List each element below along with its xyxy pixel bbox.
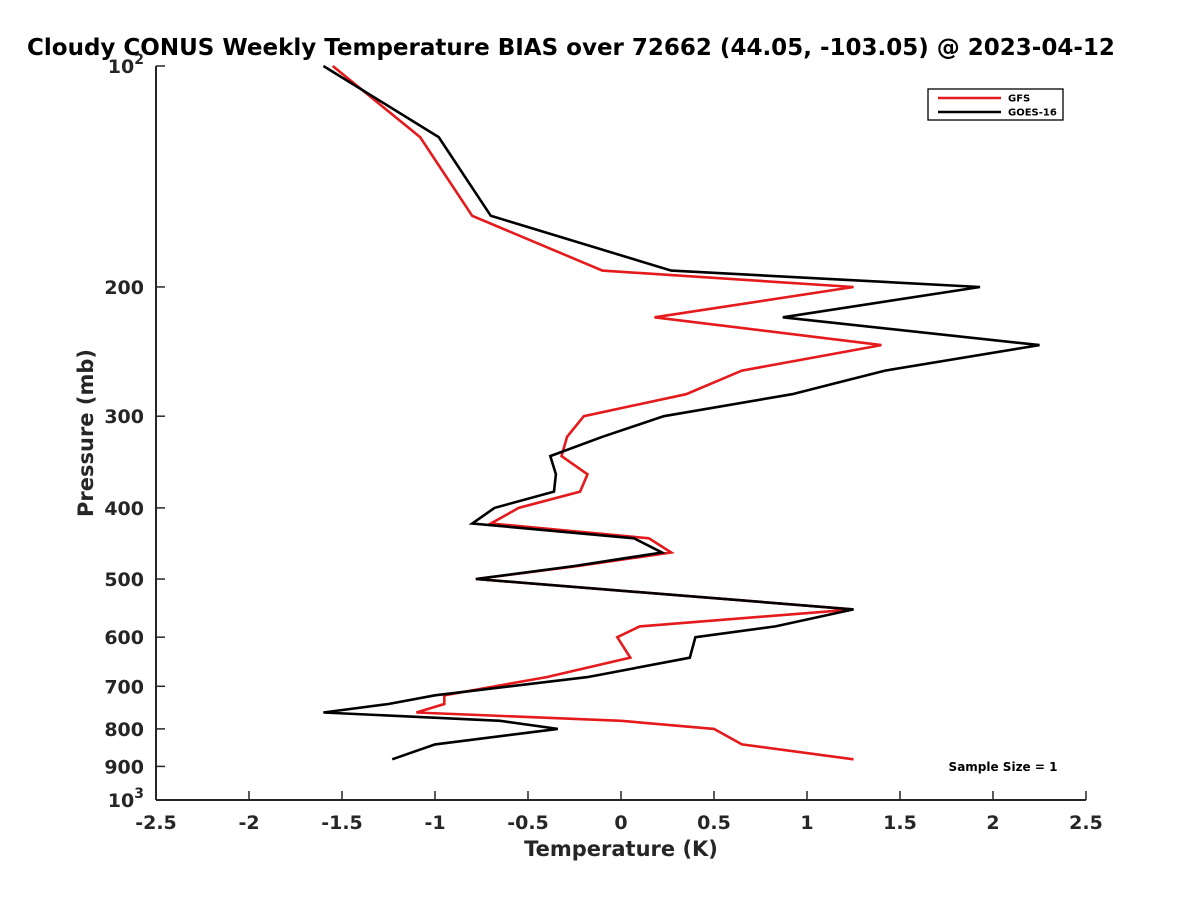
legend-label-goes-16: GOES-16	[1008, 108, 1057, 119]
x-tick-label: -2	[238, 812, 259, 834]
y-tick-label: 800	[104, 719, 144, 741]
y-tick-label: 400	[104, 498, 144, 520]
y-tick-label: 900	[104, 756, 144, 778]
x-axis-label: Temperature (K)	[524, 837, 718, 861]
y-tick-label: 500	[104, 569, 144, 591]
y-tick-label: 200	[104, 277, 144, 299]
series-line-goes-16	[322, 64, 1040, 761]
plot-area	[156, 66, 1086, 800]
x-tick-label: 2.5	[1069, 812, 1103, 834]
x-tick-label: -0.5	[507, 812, 549, 834]
series-line-gfs	[331, 64, 882, 761]
x-tick-label: 0	[614, 812, 627, 834]
legend-label-gfs: GFS	[1008, 94, 1030, 105]
x-tick-label: -1	[424, 812, 445, 834]
legend: GFS GOES-16	[927, 88, 1064, 121]
y-tick-label: 103	[108, 786, 144, 812]
x-tick-label: -2.5	[135, 812, 177, 834]
y-axis-label: Pressure (mb)	[74, 349, 98, 517]
x-ticks: -2.5 -2 -1.5 -1 -0.5 0 0.5 1 1.5 2 2.5	[135, 791, 1103, 834]
x-tick-label: 0.5	[697, 812, 731, 834]
x-tick-label: -1.5	[321, 812, 363, 834]
y-tick-label: 700	[104, 676, 144, 698]
x-tick-label: 1	[800, 812, 813, 834]
x-tick-label: 1.5	[883, 812, 917, 834]
series-layer	[322, 64, 1040, 761]
legend-box	[927, 88, 1064, 121]
y-tick-label: 300	[104, 406, 144, 428]
y-tick-label: 600	[104, 627, 144, 649]
sample-size-annotation: Sample Size = 1	[949, 760, 1058, 774]
y-tick-label: 102	[108, 52, 144, 78]
y-ticks: 102 200 300 400 500 600 700 800 900 103	[104, 52, 165, 812]
x-tick-label: 2	[986, 812, 999, 834]
chart-title: Cloudy CONUS Weekly Temperature BIAS ove…	[27, 35, 1115, 61]
